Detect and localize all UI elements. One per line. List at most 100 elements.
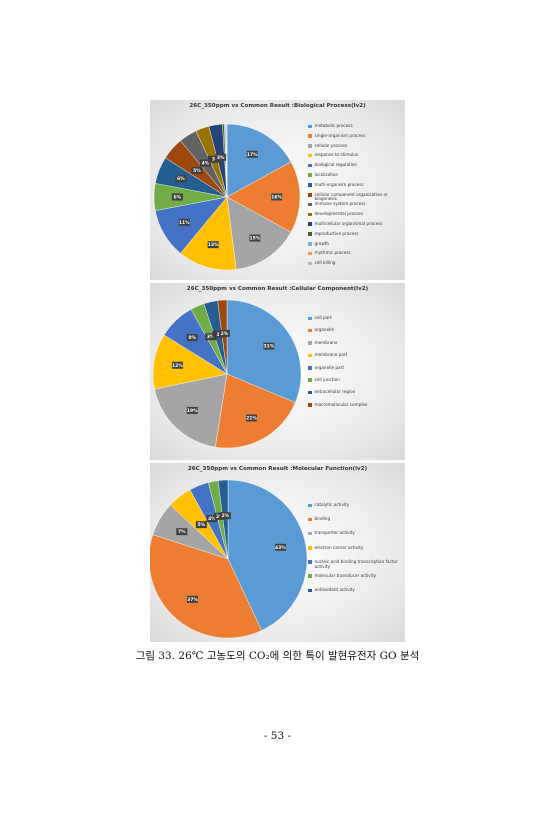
legend-swatch (308, 503, 312, 507)
value-label-box (245, 414, 257, 422)
value-label-box (215, 153, 227, 161)
legend-item: macromolecular complex (308, 401, 400, 415)
legend-item: transporter activity (308, 531, 400, 545)
legend-item: membrane (308, 339, 400, 353)
legend-label: immune system process (314, 201, 366, 207)
legend-label: response to stimulus (314, 152, 359, 158)
value-label-box (271, 193, 283, 201)
legend-item: response to stimulus (308, 153, 400, 163)
pie-slice (227, 479, 308, 631)
value-label: 11% (179, 220, 190, 226)
legend-label: biological regulation (314, 162, 358, 168)
legend-label: electron carrier activity (314, 544, 364, 550)
legend-label: developmental process (314, 211, 364, 217)
legend-item: reproductive process (308, 231, 400, 242)
legend-swatch (308, 366, 312, 370)
legend-item: electron carrier activity (308, 544, 400, 560)
value-label: 13% (208, 242, 219, 248)
page-number: - 53 - (263, 730, 292, 742)
value-label-box (186, 595, 198, 603)
value-label-box (186, 334, 198, 342)
legend-swatch (308, 242, 312, 246)
legend-swatch (308, 134, 312, 138)
pie-slice (226, 123, 292, 198)
legend-swatch (308, 531, 312, 536)
chart: 26C_350ppm vs Common Result :Molecular F… (150, 463, 405, 642)
legend-label: localization (314, 171, 339, 177)
legend-label: cell junction (314, 376, 340, 382)
value-label: 6% (174, 195, 182, 201)
legend-swatch (308, 232, 312, 236)
legend-label: membrane part (314, 352, 348, 358)
legend-item: cell junction (308, 376, 400, 390)
legend-item: multi-organism process (308, 181, 400, 193)
legend-item: molecular transducer activity (308, 572, 400, 588)
value-label: 2% (221, 331, 229, 337)
legend-swatch (308, 378, 312, 382)
pie-chart: 31% 21% 19% 12% 8% 3% 3 2% (152, 299, 302, 449)
value-label-box (175, 175, 187, 183)
legend-item: multicellular organismal process (308, 220, 400, 232)
legend-label: transporter activity (314, 530, 355, 536)
value-label: 2% (221, 513, 229, 519)
value-label-box (178, 218, 190, 226)
legend-swatch (308, 222, 312, 226)
value-label: 3 (212, 157, 215, 163)
legend-label: macromolecular complex (314, 401, 368, 407)
value-label: 5% (198, 522, 206, 528)
value-label: 37% (187, 597, 198, 603)
legend-label: multi-organism process (314, 181, 364, 187)
legend-swatch (308, 153, 312, 158)
value-label-box (212, 330, 224, 338)
pie-slice (226, 299, 302, 403)
pie-slice (226, 196, 292, 270)
value-label-box (218, 329, 230, 337)
legend-item: metabolic process (308, 123, 400, 134)
legend-item: immune system process (308, 202, 400, 212)
legend-label: multicellular organismal process (314, 220, 383, 226)
legend-item: single-organism process (308, 133, 400, 144)
legend-swatch (308, 588, 312, 593)
legend-item: cell killing (308, 260, 400, 271)
value-label: 8% (188, 335, 196, 341)
legend-swatch (308, 560, 312, 564)
legend-swatch (308, 144, 312, 148)
legend-item: extracellular region (308, 390, 400, 402)
legend-item: antioxidant activity (308, 587, 400, 602)
value-label: 16% (271, 195, 282, 201)
value-label-box (176, 528, 188, 536)
legend-label: cell part (314, 315, 332, 320)
value-label-box (205, 333, 217, 341)
legend-swatch (308, 517, 312, 522)
value-label-box (186, 406, 198, 414)
legend-label: molecular transducer activity (314, 572, 377, 578)
legend-swatch (308, 546, 312, 550)
legend-label: antioxidant activity (314, 587, 355, 593)
legend-label: nucleic acid binding transcription facto… (314, 558, 398, 569)
legend-swatch (308, 251, 312, 256)
value-label-box (199, 159, 211, 167)
legend-item: organelle part (308, 365, 400, 378)
legend-swatch (308, 193, 312, 197)
legend-swatch (308, 390, 312, 395)
legend-label: metabolic process (314, 123, 353, 128)
legend-swatch (308, 353, 312, 358)
value-label-box (206, 515, 218, 523)
legend-swatch (308, 163, 312, 168)
legend-label: extracellular region (314, 389, 356, 395)
pie-slice (180, 196, 237, 271)
legend-item: binding (308, 516, 400, 531)
legend-swatch (308, 574, 312, 578)
value-label-box (171, 193, 183, 201)
legend-item: cellular process (308, 143, 400, 154)
value-label-box (195, 521, 207, 529)
chart-title: 26C_350ppm vs Common Result :Cellular Co… (186, 286, 369, 292)
value-label-box (219, 512, 231, 520)
legend: catalytic activity binding transporter act… (308, 502, 400, 602)
legend-item: cell part (308, 315, 400, 328)
legend-item: organelle (308, 328, 400, 340)
value-label: 6% (177, 176, 185, 182)
legend-label: membrane (314, 339, 338, 345)
pie-slice (226, 161, 301, 233)
